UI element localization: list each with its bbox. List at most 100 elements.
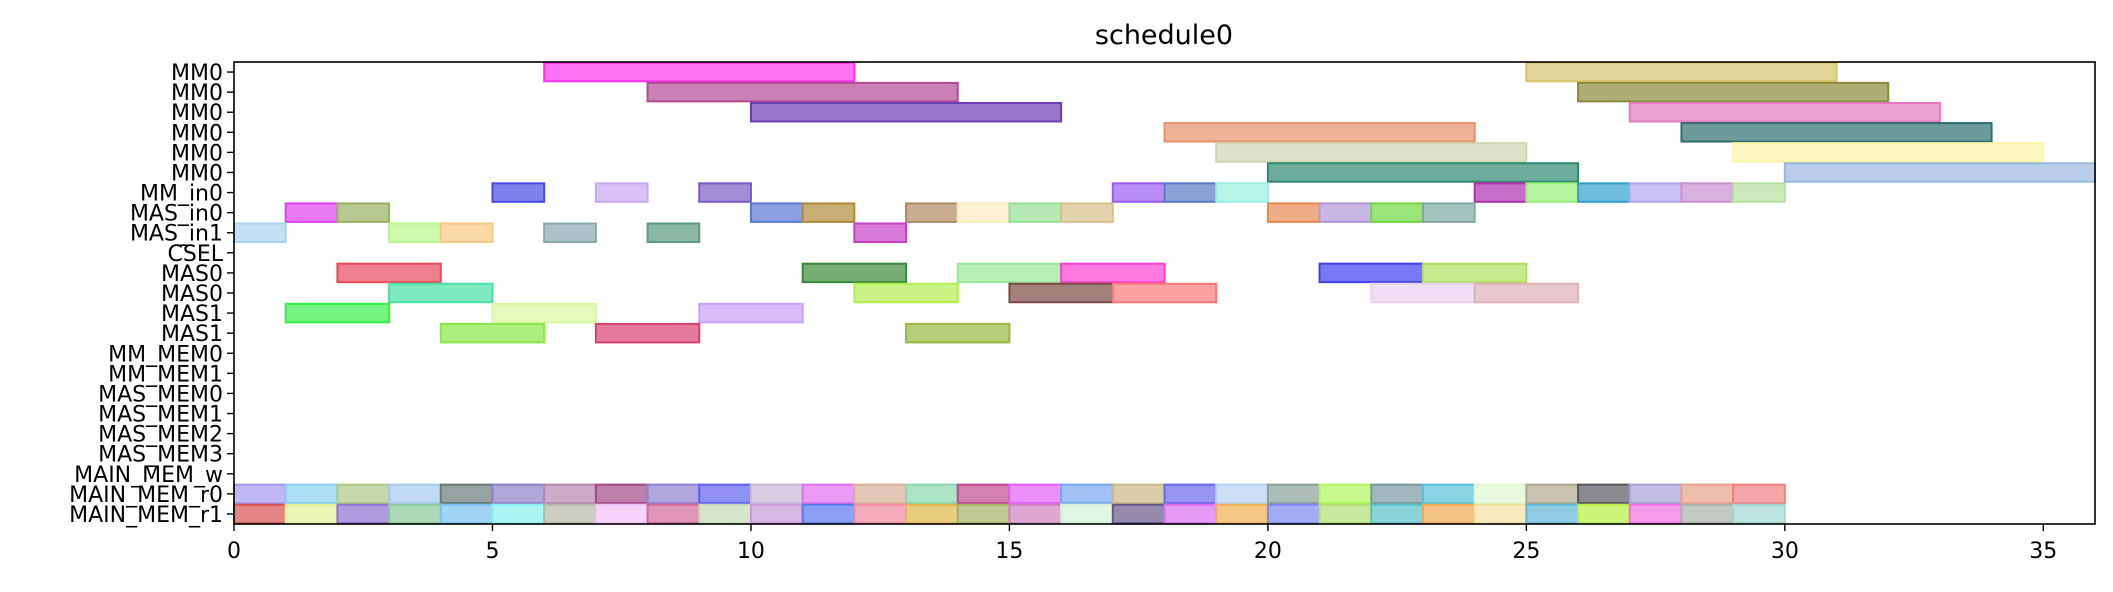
- bar-main-mem-r1-119: [1732, 503, 1786, 525]
- bar-mas-in0-32: [1266, 202, 1321, 223]
- bar-mas0-51: [1111, 282, 1218, 304]
- bar-main-mem-r0-83: [1421, 483, 1476, 505]
- bar-main-mem-r0-79: [1215, 483, 1269, 505]
- y-tick-label: MAS_MEM0: [98, 382, 223, 407]
- bar-main-mem-r0-88: [1680, 483, 1735, 505]
- y-tick-label: CSEL: [168, 242, 224, 267]
- bar-mm0-8: [1215, 142, 1528, 163]
- bar-main-mem-r1-92: [336, 503, 391, 525]
- bar-mm-in0-14: [698, 182, 752, 203]
- bar-mm-in0-13: [594, 182, 649, 203]
- y-tick-label: MM0: [171, 101, 223, 126]
- x-tick-label: 15: [995, 539, 1023, 564]
- bar-main-mem-r1-109: [1215, 503, 1269, 525]
- bar-mas0-47: [1421, 262, 1528, 284]
- bar-mm-in0-12: [491, 182, 546, 203]
- bar-main-mem-r1-103: [905, 503, 959, 525]
- bar-mas0-45: [1060, 262, 1166, 284]
- bar-main-mem-r1-112: [1370, 503, 1424, 525]
- y-tick-label: MAS0: [161, 262, 223, 287]
- bar-main-mem-r0-61: [284, 483, 339, 505]
- bar-mas-in0-24: [284, 202, 339, 223]
- bar-main-mem-r1-106: [1060, 503, 1114, 525]
- bar-main-mem-r1-117: [1628, 503, 1683, 525]
- y-tick-label: MM0: [171, 81, 223, 106]
- y-tick-label: MAS_MEM2: [98, 423, 223, 448]
- bar-main-mem-r0-84: [1473, 483, 1528, 505]
- bar-main-mem-r0-64: [439, 483, 494, 505]
- x-tick-label: 0: [227, 539, 241, 564]
- bar-main-mem-r1-104: [956, 503, 1011, 525]
- bar-main-mem-r0-72: [853, 483, 908, 505]
- y-tick-label: MAS1: [161, 302, 223, 327]
- bar-mas-in0-27: [801, 202, 856, 223]
- bar-mm-in0-17: [1215, 182, 1269, 203]
- bar-mm0-2: [646, 81, 959, 103]
- x-axis: 0 5 10 15 20 25 30 35: [227, 524, 2057, 564]
- bar-mm-in0-18: [1473, 182, 1528, 203]
- y-tick-label: MAS_in1: [130, 222, 223, 247]
- bar-mm0-3: [1577, 81, 1890, 103]
- bar-mas-in1-37: [388, 222, 442, 243]
- bar-main-mem-r1-113: [1421, 503, 1476, 525]
- bar-mas0-42: [336, 262, 442, 284]
- y-tick-label: MM0: [171, 161, 223, 186]
- plot-frame: [233, 61, 2096, 525]
- x-tick-label: 25: [1512, 539, 1540, 564]
- bar-main-mem-r0-81: [1318, 483, 1373, 505]
- bar-main-mem-r0-80: [1266, 483, 1321, 505]
- bar-mas1-56: [698, 302, 804, 324]
- bar-main-mem-r1-110: [1266, 503, 1321, 525]
- bar-main-mem-r0-70: [749, 483, 804, 505]
- bar-main-mem-r1-114: [1473, 503, 1528, 525]
- y-tick-label: MAIN_MEM_r1: [69, 503, 223, 528]
- bar-main-mem-r0-73: [905, 483, 959, 505]
- bar-main-mem-r0-75: [1008, 483, 1063, 505]
- bar-mas-in0-34: [1370, 202, 1424, 223]
- bar-main-mem-r0-68: [646, 483, 701, 505]
- bar-mas-in1-36: [233, 222, 287, 243]
- bar-mm-in0-16: [1163, 182, 1218, 203]
- bar-main-mem-r1-90: [233, 503, 287, 525]
- bar-main-mem-r0-69: [698, 483, 752, 505]
- x-tick-label: 5: [485, 539, 499, 564]
- bar-mas0-49: [853, 282, 959, 304]
- bar-mm0-5: [1628, 101, 1941, 123]
- bar-mm-in0-20: [1577, 182, 1631, 203]
- bar-mm0-6: [1163, 122, 1476, 143]
- bar-main-mem-r1-116: [1577, 503, 1631, 525]
- bar-mas-in0-35: [1421, 202, 1476, 223]
- bar-mm0-11: [1783, 162, 2097, 183]
- bar-main-mem-r1-100: [749, 503, 804, 525]
- y-tick-label: MAS0: [161, 282, 223, 307]
- bars-layer: [233, 61, 2097, 525]
- bar-mas0-48: [388, 282, 494, 304]
- bar-mas0-50: [1008, 282, 1114, 304]
- y-tick-label: MM_in0: [140, 182, 223, 207]
- bar-mas-in0-25: [336, 202, 391, 223]
- bar-main-mem-r0-65: [491, 483, 546, 505]
- bar-mm0-1: [1525, 61, 1838, 83]
- bar-mas-in0-28: [905, 202, 959, 223]
- bar-main-mem-r1-98: [646, 503, 701, 525]
- y-axis: MM0MM0MM0MM0MM0MM0MM_in0MAS_in0MAS_in1CS…: [69, 61, 234, 528]
- bar-mm0-0: [543, 61, 856, 83]
- bar-mm-in0-23: [1732, 182, 1786, 203]
- bar-mas-in1-39: [543, 222, 597, 243]
- bar-main-mem-r1-94: [439, 503, 494, 525]
- bar-main-mem-r0-85: [1525, 483, 1580, 505]
- bar-main-mem-r0-60: [233, 483, 287, 505]
- bar-main-mem-r0-63: [388, 483, 442, 505]
- bar-mas-in0-33: [1318, 202, 1373, 223]
- bar-mas0-52: [1370, 282, 1476, 304]
- y-tick-label: MAS_MEM3: [98, 443, 223, 468]
- x-tick-label: 10: [737, 539, 765, 564]
- bar-mm-in0-21: [1628, 182, 1683, 203]
- bar-mm0-4: [749, 101, 1063, 123]
- bar-main-mem-r0-78: [1163, 483, 1218, 505]
- x-tick-label: 20: [1254, 539, 1282, 564]
- bar-mas0-43: [801, 262, 908, 284]
- bar-main-mem-r0-86: [1577, 483, 1631, 505]
- bar-main-mem-r1-91: [284, 503, 339, 525]
